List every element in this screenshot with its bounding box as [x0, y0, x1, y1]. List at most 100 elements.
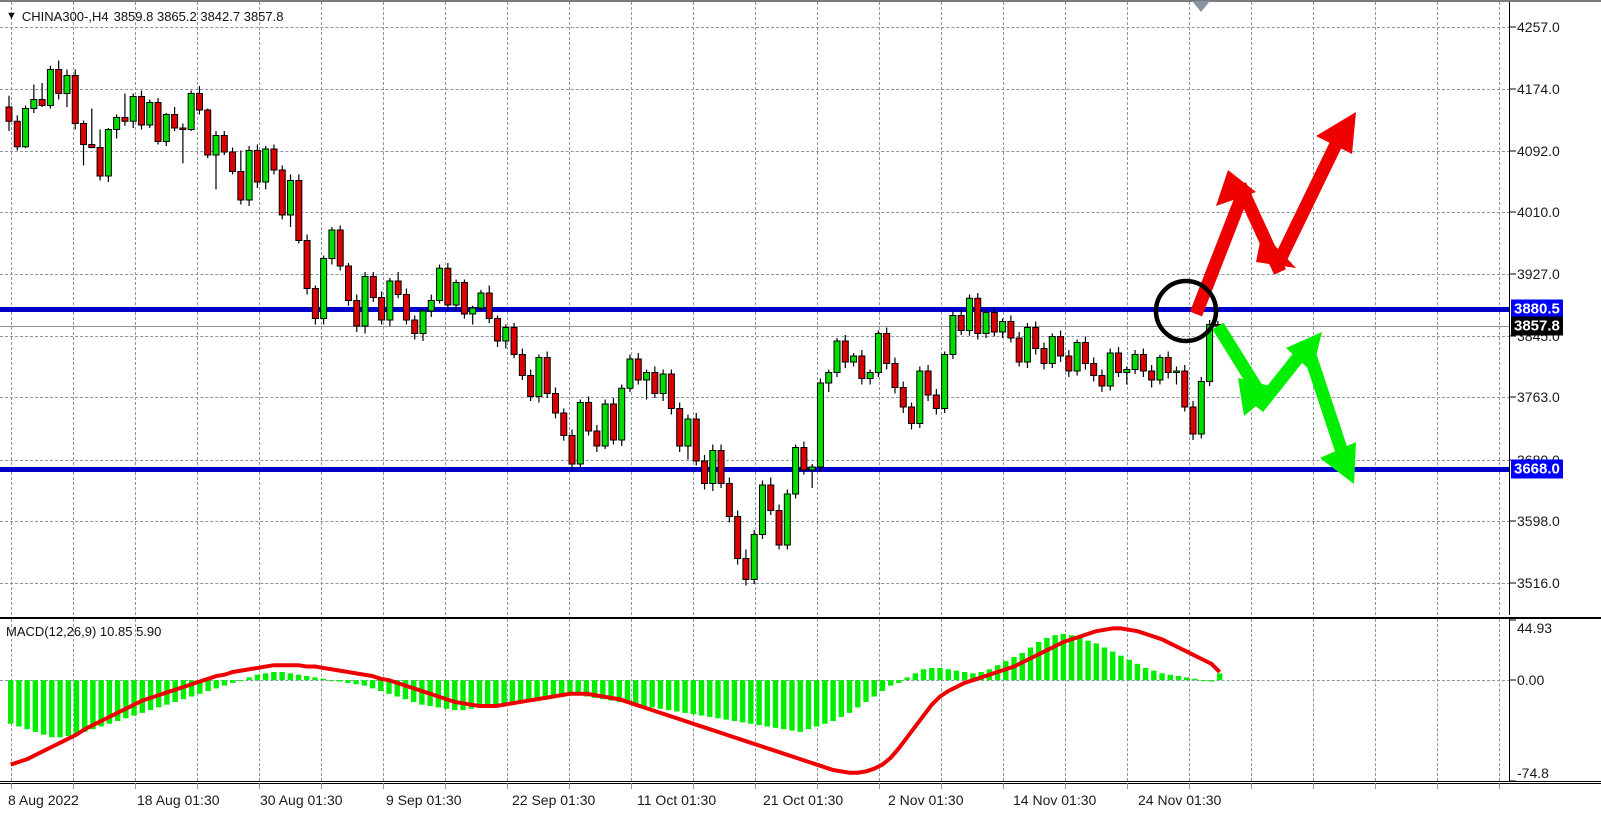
time-tick — [631, 783, 632, 789]
time-axis-label: 30 Aug 01:30 — [260, 792, 343, 808]
top-triangle-marker[interactable] — [1192, 1, 1210, 12]
macd-histogram-bar — [1019, 652, 1025, 681]
time-tick — [569, 783, 570, 789]
macd-histogram-bar — [846, 680, 853, 713]
macd-axis-label: 0.00 — [1517, 672, 1545, 689]
macd-histogram-bar — [575, 680, 581, 696]
macd-histogram-bar — [698, 680, 705, 716]
time-tick — [1065, 783, 1066, 789]
macd-histogram-bar — [468, 680, 474, 709]
macd-histogram-bar — [739, 680, 746, 723]
macd-histogram-bar — [139, 680, 145, 713]
time-axis-label: 21 Oct 01:30 — [763, 792, 844, 808]
chart-header: ▼ CHINA300-,H4 3859.8 3865.2 3842.7 3857… — [6, 9, 283, 24]
macd-histogram-bar — [1052, 635, 1058, 681]
macd-histogram-bar — [953, 670, 960, 681]
time-tick — [73, 783, 74, 789]
price-axis-label: 4257.0 — [1517, 18, 1560, 35]
level-line-support[interactable] — [0, 466, 1510, 472]
time-axis-label: 22 Sep 01:30 — [512, 792, 596, 808]
macd-histogram-bar — [608, 680, 614, 701]
time-axis-label: 24 Nov 01:30 — [1138, 792, 1222, 808]
macd-histogram-bar — [863, 680, 869, 702]
macd-histogram-bar — [970, 673, 976, 681]
triangle-down-icon[interactable]: ▼ — [6, 10, 17, 22]
level-line-resistance[interactable] — [0, 307, 1510, 313]
macd-histogram-bar — [1060, 633, 1067, 681]
price-plot-area[interactable] — [0, 2, 1510, 615]
macd-histogram-bar — [123, 680, 129, 719]
macd-histogram-bar — [246, 677, 252, 681]
level-price-label-resistance[interactable]: 3880.5 — [1511, 299, 1563, 319]
macd-histogram-bar — [896, 680, 902, 683]
macd-axis-tick — [1510, 619, 1516, 621]
time-axis-label: 9 Sep 01:30 — [386, 792, 462, 808]
macd-histogram-bar — [24, 680, 30, 730]
macd-histogram-bar — [756, 680, 762, 726]
macd-panel[interactable]: 44.93 0.00 -74.8 MACD(12,26,9) 10.85 5.90 — [0, 617, 1601, 782]
time-tick — [1127, 783, 1128, 789]
price-axis[interactable]: 4257.0 4174.0 4092.0 4010.0 3927.0 3845.0 3763… — [1509, 2, 1601, 615]
level-price-label-support[interactable]: 3668.0 — [1511, 459, 1563, 478]
macd-histogram-bar — [353, 680, 359, 685]
macd-histogram-bar — [1142, 667, 1149, 681]
macd-histogram-bar — [378, 680, 384, 692]
macd-histogram-bar — [90, 680, 96, 730]
ohlc-values-label: 3859.8 3865.2 3842.7 3857.8 — [113, 9, 284, 24]
macd-axis[interactable]: 44.93 0.00 -74.8 — [1509, 619, 1601, 782]
macd-histogram-bar — [1208, 680, 1215, 682]
macd-histogram-bar — [855, 680, 861, 708]
macd-histogram-bar — [279, 671, 285, 681]
macd-histogram-bar — [633, 680, 639, 705]
macd-histogram-bar — [82, 680, 88, 732]
price-chart-panel[interactable]: 4257.0 4174.0 4092.0 4010.0 3927.0 3845.0 3763… — [0, 0, 1601, 615]
time-tick — [135, 783, 136, 789]
macd-histogram-bar — [65, 680, 71, 736]
macd-histogram-bar — [40, 680, 47, 735]
macd-histogram-bar — [772, 680, 779, 728]
macd-histogram-bar — [336, 680, 343, 682]
macd-histogram-bar — [550, 680, 557, 696]
macd-plot-area[interactable] — [0, 619, 1510, 781]
macd-histogram-bar — [781, 680, 787, 730]
time-tick — [11, 783, 12, 789]
macd-histogram-bar — [8, 680, 14, 724]
macd-histogram-bar — [1101, 647, 1108, 681]
macd-histogram-bar — [1093, 643, 1099, 681]
price-axis-label: 3598.0 — [1517, 513, 1560, 529]
macd-histogram-bar — [871, 680, 877, 697]
price-axis-tick — [1510, 396, 1516, 398]
macd-histogram-bar — [748, 680, 754, 724]
price-axis-label: 4092.0 — [1517, 142, 1560, 159]
current-price-label[interactable]: 3857.8 — [1511, 316, 1563, 336]
macd-histogram-bar — [320, 678, 326, 681]
macd-histogram-bar — [1118, 655, 1124, 681]
time-axis-label: 2 Nov 01:30 — [888, 792, 964, 808]
macd-histogram-bar — [830, 680, 836, 722]
time-axis-label: 18 Aug 01:30 — [137, 792, 220, 808]
macd-histogram-bar — [912, 673, 919, 681]
price-axis-tick — [1510, 582, 1516, 583]
macd-histogram-bar — [1159, 673, 1165, 681]
time-axis[interactable]: 8 Aug 2022 18 Aug 01:30 30 Aug 01:30 9 Sep … — [0, 783, 1601, 825]
macd-axis-tick — [1510, 679, 1516, 681]
macd-histogram-bar — [1077, 637, 1083, 681]
macd-histogram-bar — [493, 680, 499, 705]
macd-histogram-bar — [221, 680, 228, 686]
time-axis-line — [0, 783, 1601, 784]
time-axis-label: 14 Nov 01:30 — [1013, 792, 1097, 808]
macd-histogram-bar — [271, 671, 277, 681]
macd-histogram-bar — [797, 680, 803, 732]
macd-histogram-bar — [937, 667, 943, 681]
macd-histogram-bar — [1068, 635, 1075, 681]
price-axis-tick — [1510, 150, 1516, 151]
macd-histogram-bar — [641, 680, 647, 707]
macd-histogram-bar — [649, 680, 655, 708]
macd-histogram-bar — [197, 680, 203, 694]
price-axis-tick — [1510, 211, 1516, 213]
macd-histogram-bar — [304, 676, 310, 681]
macd-histogram-bar — [73, 680, 80, 735]
macd-histogram-bar — [443, 680, 450, 709]
macd-histogram-bar — [1151, 670, 1157, 681]
macd-histogram-bar — [583, 680, 590, 697]
